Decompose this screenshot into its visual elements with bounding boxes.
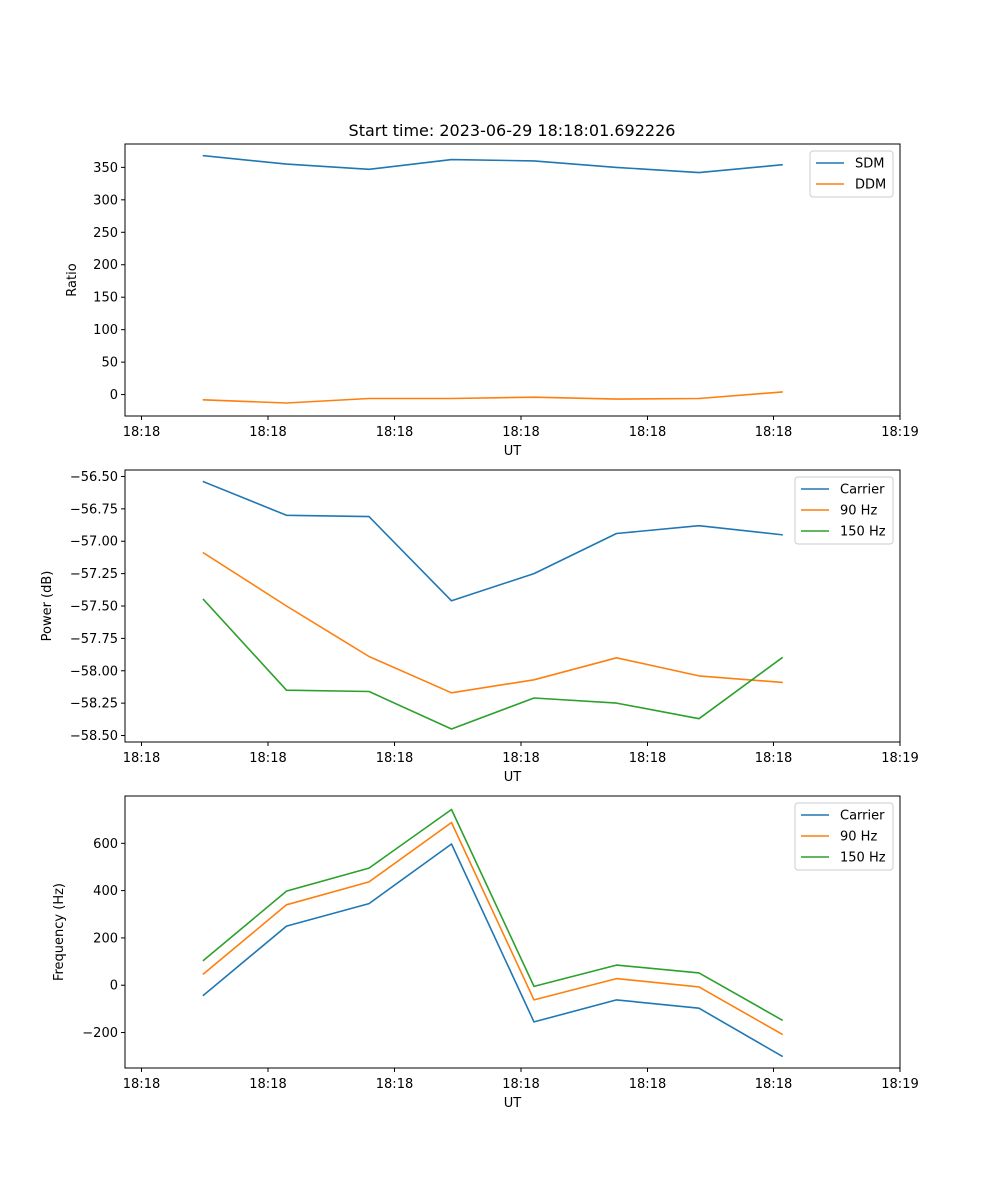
series-line-carrier xyxy=(202,480,783,602)
x-axis-label: UT xyxy=(504,1096,522,1111)
y-tick-label: 400 xyxy=(93,884,118,899)
x-tick-label: 18:18 xyxy=(502,1077,539,1092)
y-tick-label: −56.75 xyxy=(70,502,118,517)
x-tick-label: 18:18 xyxy=(249,751,286,766)
series-line-ddm xyxy=(202,391,783,404)
x-tick-label: 18:18 xyxy=(629,425,666,440)
x-tick-label: 18:18 xyxy=(123,751,160,766)
y-tick-label: 600 xyxy=(93,837,118,852)
panel-2: 18:18 18:18 18:18 18:18 18:18 18:18 18:19 −56.5… xyxy=(40,469,919,785)
x-tick-label: 18:19 xyxy=(881,425,918,440)
legend-label: 150 Hz xyxy=(840,851,886,866)
y-tick-label: −57.75 xyxy=(70,632,118,647)
series-line-carrier xyxy=(202,843,784,1058)
y-tick-label: −56.50 xyxy=(70,470,118,485)
series-line-150-hz xyxy=(202,808,784,1022)
legend: Carrier 90 Hz 150 Hz xyxy=(794,476,894,545)
y-tick-label: 200 xyxy=(93,258,118,273)
x-tick-label: 18:18 xyxy=(755,751,792,766)
x-tick-label: 18:18 xyxy=(376,1077,413,1092)
legend-label: 150 Hz xyxy=(840,525,886,540)
x-axis-label: UT xyxy=(504,770,522,785)
legend-label: DDM xyxy=(855,178,886,193)
legend-label: 90 Hz xyxy=(840,504,877,519)
y-tick-label: −58.00 xyxy=(70,664,118,679)
y-tick-label: −57.00 xyxy=(70,535,118,550)
legend-label: 90 Hz xyxy=(840,830,877,845)
y-tick-label: 100 xyxy=(93,323,118,338)
legend-label: Carrier xyxy=(840,483,885,498)
x-axis-label: UT xyxy=(504,444,522,459)
axes-frame xyxy=(124,795,901,1069)
panel-3: 18:18 18:18 18:18 18:18 18:18 18:18 18:19 −200 0… xyxy=(52,795,919,1111)
y-tick-label: 50 xyxy=(101,356,118,371)
series-line-sdm xyxy=(202,154,783,174)
y-tick-label: 250 xyxy=(93,226,118,241)
y-tick-label: 150 xyxy=(93,291,118,306)
axes-frame xyxy=(124,143,901,417)
y-tick-label: −200 xyxy=(82,1026,118,1041)
legend-frame xyxy=(794,476,894,545)
series-line-150-hz xyxy=(202,598,784,730)
x-tick-label: 18:18 xyxy=(123,425,160,440)
figure-title: Start time: 2023-06-29 18:18:01.692226 xyxy=(349,121,676,140)
x-tick-label: 18:18 xyxy=(755,1077,792,1092)
x-tick-label: 18:18 xyxy=(629,751,666,766)
legend: Carrier 90 Hz 150 Hz xyxy=(794,802,894,871)
y-tick-label: −57.50 xyxy=(70,600,118,615)
x-tick-label: 18:18 xyxy=(502,425,539,440)
x-tick-label: 18:18 xyxy=(376,425,413,440)
x-tick-label: 18:18 xyxy=(123,1077,160,1092)
y-tick-label: 300 xyxy=(93,193,118,208)
legend-frame xyxy=(794,802,894,871)
y-tick-label: 200 xyxy=(93,931,118,946)
x-tick-label: 18:18 xyxy=(755,425,792,440)
y-axis-label: Frequency (Hz) xyxy=(52,883,67,981)
axes-frame xyxy=(124,469,901,743)
x-tick-label: 18:18 xyxy=(249,1077,286,1092)
series-line-90-hz xyxy=(202,821,784,1036)
x-tick-label: 18:18 xyxy=(629,1077,666,1092)
panel-1: 18:18 18:18 18:18 18:18 18:18 18:18 18:19 0 50 10… xyxy=(65,143,919,459)
y-tick-label: −57.25 xyxy=(70,567,118,582)
y-tick-label: 0 xyxy=(110,979,118,994)
series-line-90-hz xyxy=(202,551,783,694)
y-axis-label: Ratio xyxy=(65,263,80,296)
legend: SDM DDM xyxy=(809,150,894,198)
x-tick-label: 18:18 xyxy=(502,751,539,766)
y-tick-label: −58.50 xyxy=(70,729,118,744)
legend-label: SDM xyxy=(855,157,884,172)
y-axis-label: Power (dB) xyxy=(40,571,55,642)
x-tick-label: 18:19 xyxy=(881,751,918,766)
y-tick-label: −58.25 xyxy=(70,697,118,712)
y-tick-label: 350 xyxy=(93,161,118,176)
y-tick-label: 0 xyxy=(110,388,118,403)
x-tick-label: 18:19 xyxy=(881,1077,918,1092)
x-tick-label: 18:18 xyxy=(249,425,286,440)
x-tick-label: 18:18 xyxy=(376,751,413,766)
legend-label: Carrier xyxy=(840,809,885,824)
